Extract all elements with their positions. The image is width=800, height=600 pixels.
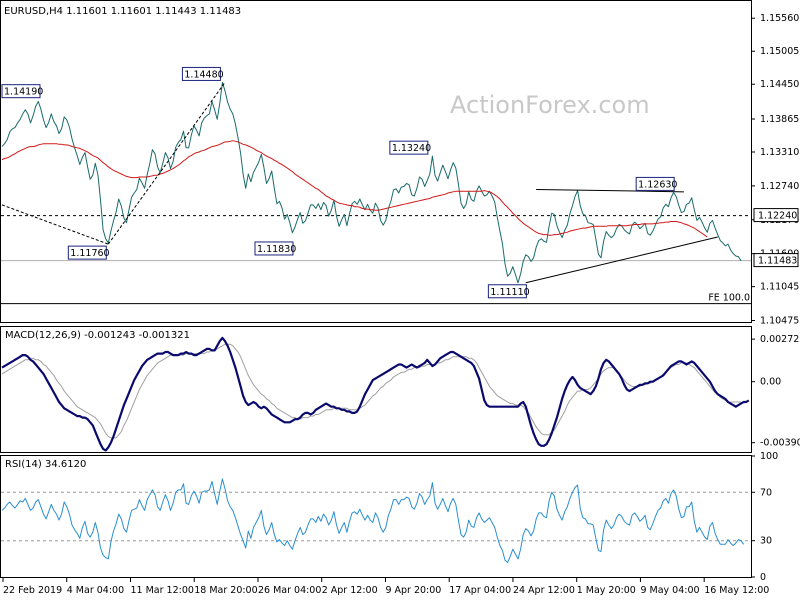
price-axis-label: 1.13865 xyxy=(760,114,799,125)
price-annotation-box xyxy=(1,84,41,99)
macd-line xyxy=(1,336,750,452)
time-axis-label: 9 Apr 20:00 xyxy=(385,585,441,596)
macd-panel-frame xyxy=(0,326,752,453)
price-annotation-box xyxy=(487,284,527,299)
time-axis-label: 1 May 20:00 xyxy=(577,585,636,596)
price-line xyxy=(1,81,742,284)
macd-axis-label: -0.003905 xyxy=(760,438,800,449)
time-axis-label: 2 Apr 12:00 xyxy=(322,585,378,596)
macd-axis-label: 0.00 xyxy=(760,377,781,388)
price-axis-label: 1.12740 xyxy=(760,181,799,192)
price-annotation-box xyxy=(67,245,107,260)
price-axis-label: 1.13310 xyxy=(760,147,799,158)
current-price-tag-label: 1.11483 xyxy=(758,256,797,267)
current-price-tag xyxy=(753,253,799,268)
fe-label: FE 100.0 xyxy=(708,293,750,304)
price-panel-frame xyxy=(0,0,752,323)
price-axis-label: 1.15560 xyxy=(760,13,799,24)
price-axis-label: 1.14450 xyxy=(760,79,799,90)
time-axis-label: 26 Mar 04:00 xyxy=(258,585,321,596)
price-axis-label: 1.10475 xyxy=(760,316,799,327)
resistance-tag-label: 1.12240 xyxy=(758,211,797,222)
rsi-axis-label: 0 xyxy=(760,572,766,583)
time-axis-label: 17 Apr 04:00 xyxy=(449,585,511,596)
rsi-panel-frame xyxy=(0,455,752,578)
rsi-label: RSI(14) 34.6120 xyxy=(5,459,86,470)
dotted-fib-line-1 xyxy=(1,204,109,245)
price-annotation-label: 1.11830 xyxy=(257,244,296,255)
price-annotation-box xyxy=(389,140,429,155)
price-annotation-box xyxy=(635,176,675,191)
dotted-fib-line-2 xyxy=(107,82,226,245)
top-channel-line xyxy=(536,188,684,193)
resistance-tag xyxy=(753,208,799,223)
macd-label: MACD(12,26,9) -0.001243 -0.001321 xyxy=(5,330,190,341)
price-annotation-box xyxy=(181,66,221,81)
rsi-line xyxy=(1,478,745,563)
time-axis-label: 11 Mar 12:00 xyxy=(130,585,193,596)
time-axis-label: 18 Mar 20:00 xyxy=(194,585,257,596)
price-annotation-label: 1.13240 xyxy=(392,143,431,154)
price-axis-label: 1.15005 xyxy=(760,46,799,57)
price-annotation-label: 1.12630 xyxy=(638,179,677,190)
price-annotation-label: 1.11760 xyxy=(70,248,109,259)
support-trendline xyxy=(525,236,718,284)
price-axis-label: 1.11045 xyxy=(760,282,799,293)
time-axis-label: 24 Apr 12:00 xyxy=(513,585,575,596)
macd-axis-label: 0.002723 xyxy=(760,334,800,345)
moving-average-line xyxy=(1,140,708,238)
rsi-axis-label: 70 xyxy=(760,487,772,498)
time-axis-label: 4 Mar 04:00 xyxy=(67,585,124,596)
rsi-axis-label: 30 xyxy=(760,536,772,547)
time-axis-label: 16 May 12:00 xyxy=(704,585,769,596)
time-axis-label: 9 May 04:00 xyxy=(640,585,699,596)
watermark: ActionForex.com xyxy=(450,91,650,119)
price-annotation-box xyxy=(254,241,294,256)
price-annotation-label: 1.14480 xyxy=(184,69,223,80)
symbol-header: EURUSD,H4 1.11601 1.11601 1.11443 1.1148… xyxy=(4,6,241,17)
time-axis-label: 22 Feb 2019 xyxy=(3,585,62,596)
price-annotation-label: 1.14190 xyxy=(4,87,43,98)
rsi-axis-label: 100 xyxy=(760,451,778,462)
price-annotation-label: 1.11110 xyxy=(490,287,529,298)
